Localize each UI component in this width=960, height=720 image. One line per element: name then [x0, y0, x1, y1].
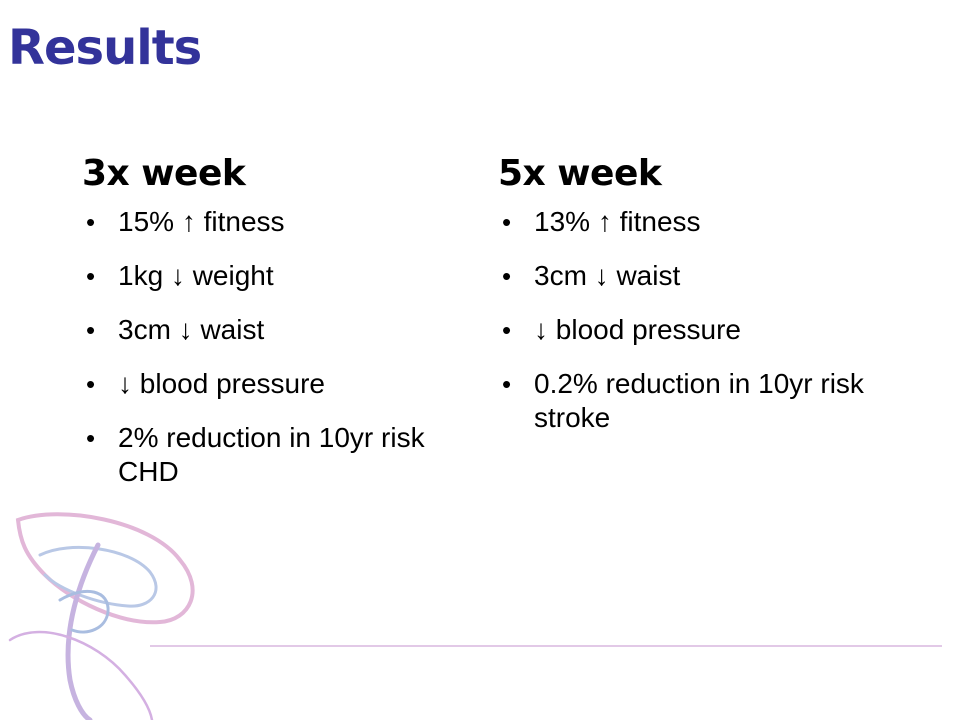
bullet-dot-icon: • [502, 207, 512, 238]
list-item: • ↓ blood pressure [82, 367, 458, 401]
column-heading: 5x week [498, 153, 662, 194]
bullet-dot-icon: • [86, 207, 96, 238]
list-item: • 3cm ↓ waist [498, 259, 874, 293]
swirl-stroke-vertical [65, 542, 101, 720]
bullet-list: • 15% ↑ fitness • 1kg ↓ weight • 3cm ↓ wais… [82, 205, 462, 489]
bullet-text: 0.2% reduction in 10yr risk stroke [534, 368, 864, 434]
bullet-text: 3cm ↓ waist [534, 260, 681, 292]
bullet-text: 13% ↑ fitness [534, 206, 701, 238]
swirl-stroke-sweep [8, 630, 154, 720]
swirl-loop-outer [15, 512, 195, 625]
bullet-dot-icon: • [502, 315, 512, 346]
slide-title: Results [8, 20, 202, 76]
bullet-dot-icon: • [86, 261, 96, 292]
list-item: • 13% ↑ fitness [498, 205, 874, 239]
bullet-text: ↓ blood pressure [118, 368, 326, 400]
swirl-stroke-hook [58, 590, 110, 634]
list-item: • 0.2% reduction in 10yr risk stroke [498, 367, 874, 435]
column-3x-week: 3x week • 15% ↑ fitness • 1kg ↓ weight • 3c… [82, 152, 462, 509]
list-item: • 2% reduction in 10yr risk CHD [82, 421, 458, 489]
bullet-text: 3cm ↓ waist [118, 314, 265, 346]
bullet-text: 2% reduction in 10yr risk CHD [118, 422, 425, 488]
list-item: • 1kg ↓ weight [82, 259, 458, 293]
bullet-text: 15% ↑ fitness [118, 206, 285, 238]
bullet-dot-icon: • [86, 369, 96, 400]
bullet-text: 1kg ↓ weight [118, 260, 274, 292]
bullet-dot-icon: • [502, 261, 512, 292]
column-heading: 3x week [82, 153, 246, 194]
list-item: • 3cm ↓ waist [82, 313, 458, 347]
swirl-loop-inner [38, 545, 158, 608]
bullet-dot-icon: • [86, 423, 96, 454]
bullet-dot-icon: • [502, 369, 512, 400]
bullet-text: ↓ blood pressure [534, 314, 742, 346]
bullet-list: • 13% ↑ fitness • 3cm ↓ waist • ↓ blood pre… [498, 205, 878, 435]
column-5x-week: 5x week • 13% ↑ fitness • 3cm ↓ waist • ↓ b… [498, 152, 878, 455]
bullet-dot-icon: • [86, 315, 96, 346]
list-item: • ↓ blood pressure [498, 313, 874, 347]
list-item: • 15% ↑ fitness [82, 205, 458, 239]
